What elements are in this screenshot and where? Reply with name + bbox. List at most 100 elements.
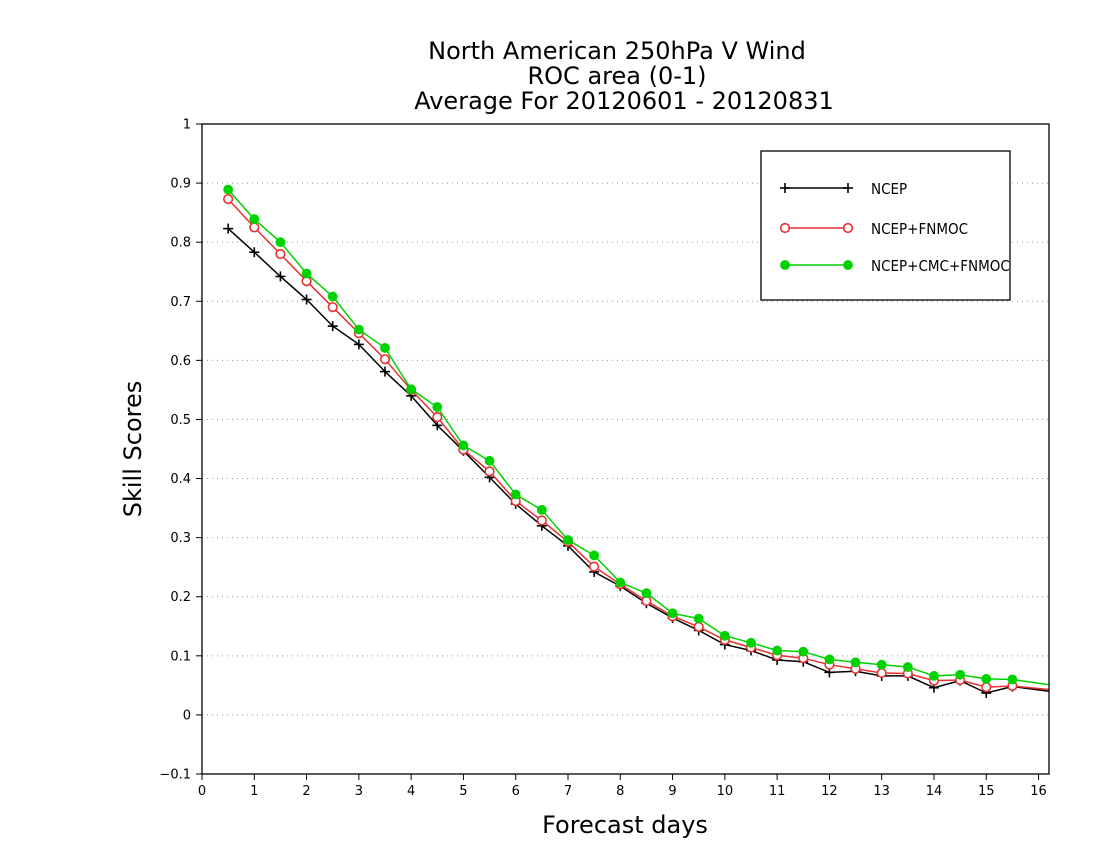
x-tick-label: 6: [512, 784, 520, 799]
data-point: [249, 214, 260, 225]
legend-entry: NCEP+FNMOC: [779, 220, 968, 238]
data-point: [379, 354, 391, 365]
x-tick-label: 10: [717, 784, 734, 799]
x-tick-label: 3: [355, 784, 363, 799]
data-point: [955, 669, 966, 680]
x-tick-label: 16: [1030, 784, 1047, 799]
data-point: [536, 515, 547, 526]
data-point: [275, 237, 286, 248]
legend-label: NCEP+FNMOC: [871, 220, 968, 238]
y-tick-label: 0.5: [170, 413, 191, 428]
data-series: [223, 184, 1050, 699]
data-point: [563, 535, 573, 545]
x-tick-label: 11: [769, 784, 786, 799]
data-point: [824, 654, 835, 665]
legend-label: NCEP: [871, 180, 907, 198]
y-tick-label: −0.1: [159, 768, 191, 783]
data-point: [458, 440, 469, 451]
data-point: [327, 321, 338, 332]
y-tick-label: 0.1: [170, 649, 191, 664]
legend-marker: [780, 183, 790, 193]
x-tick-label: 2: [302, 784, 310, 799]
y-tick-label: 0.4: [170, 472, 191, 487]
axes: −0.100.10.20.30.40.50.60.70.80.910 1 2 3 4 5 6…: [159, 118, 1046, 800]
data-point: [876, 659, 887, 670]
data-point: [589, 550, 600, 561]
data-point: [484, 455, 495, 466]
data-point: [772, 645, 783, 656]
x-tick-label: 9: [668, 784, 676, 799]
x-tick-label: 12: [821, 784, 838, 799]
data-point: [432, 402, 443, 412]
data-point: [1007, 674, 1018, 685]
x-tick-label: 0: [198, 784, 206, 799]
x-tick-label: 7: [564, 784, 572, 799]
data-point: [301, 268, 312, 279]
y-tick-label: 0.9: [170, 177, 191, 192]
data-point: [353, 324, 364, 335]
data-point: [327, 302, 338, 313]
x-tick-label: 13: [873, 784, 890, 799]
data-point: [929, 671, 939, 681]
data-point: [667, 608, 678, 619]
y-tick-label: 0.6: [170, 354, 191, 369]
data-point: [353, 339, 364, 350]
data-point: [536, 504, 547, 515]
chart-title: North American 250hPa V Wind ROC area (0…: [414, 37, 834, 115]
data-point: [902, 662, 913, 672]
data-point: [850, 657, 861, 668]
plot-frame: [201, 123, 1050, 775]
legend-entry: NCEP: [780, 180, 907, 198]
y-tick-label: 0.8: [170, 236, 191, 251]
y-tick-label: 0.7: [170, 295, 191, 310]
data-point: [719, 630, 730, 641]
legend-marker: [779, 222, 791, 234]
title-line-1: North American 250hPa V Wind: [428, 37, 806, 65]
y-tick-label: 0.2: [170, 590, 191, 605]
data-point: [589, 561, 600, 572]
x-tick-label: 4: [407, 784, 415, 799]
data-point: [693, 621, 704, 632]
legend-box: [760, 150, 1011, 301]
x-tick-label: 15: [978, 784, 995, 799]
legend-entry: NCEP+CMC+FNMOC: [780, 257, 1010, 275]
data-point: [275, 248, 286, 260]
x-tick-label: 14: [926, 784, 943, 799]
title-line-2: ROC area (0-1): [527, 62, 706, 90]
legend-marker: [842, 222, 854, 234]
data-point: [510, 489, 521, 500]
data-point: [301, 294, 312, 305]
data-point: [876, 667, 887, 679]
y-tick-label: 0: [183, 708, 191, 723]
x-tick-label: 5: [459, 784, 467, 799]
legend-marker: [780, 260, 790, 270]
data-point: [380, 343, 390, 353]
data-point: [379, 366, 390, 377]
x-axis-label: Forecast days: [542, 811, 708, 839]
title-line-3: Average For 20120601 - 20120831: [414, 87, 834, 115]
data-point: [798, 646, 809, 657]
data-point: [249, 247, 260, 258]
data-point: [275, 271, 286, 282]
legend-marker: [843, 260, 853, 270]
data-point: [406, 384, 417, 395]
data-point: [981, 682, 992, 693]
x-tick-label: 1: [250, 784, 258, 799]
data-point: [432, 411, 443, 423]
series-ncep-cmc-fnmoc: [223, 184, 1050, 686]
legend: NCEP NCEP+FNMOC NCEP+CMC+FNMOC: [760, 150, 1011, 301]
series-ncep-fnmoc: [223, 193, 1050, 693]
data-point: [223, 223, 234, 234]
x-tick-label: 8: [616, 784, 624, 799]
y-axis-label: Skill Scores: [119, 381, 147, 518]
data-point: [223, 184, 234, 195]
data-point: [615, 577, 626, 588]
data-point: [641, 588, 652, 599]
data-point: [327, 291, 338, 302]
data-point: [249, 222, 260, 233]
data-point: [484, 466, 495, 477]
data-point: [746, 637, 756, 648]
legend-marker: [843, 183, 853, 193]
data-point: [693, 613, 704, 624]
